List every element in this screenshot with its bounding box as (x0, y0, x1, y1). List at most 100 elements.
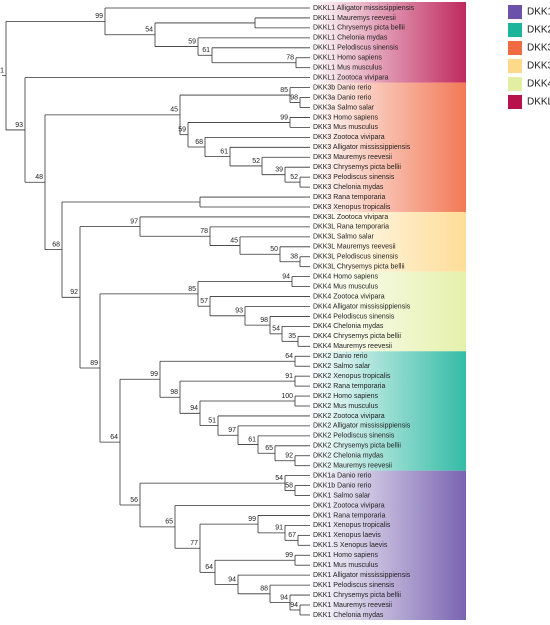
support-value: 78 (286, 55, 294, 62)
leaf-label: DKK3b Danio rerio (313, 84, 371, 91)
support-value: 98 (290, 94, 298, 101)
leaf-label: DKK1 Xenopus laevis (313, 532, 381, 539)
support-value: 92 (285, 453, 293, 460)
legend-swatch (508, 77, 522, 91)
support-value: 56 (130, 497, 138, 504)
leaf-label: DKK3 Xenopus tropicalis (313, 204, 391, 211)
leaf-label: DKK1 Zootoca vivipara (313, 502, 385, 509)
support-value: 85 (188, 286, 196, 293)
support-value: 65 (265, 445, 273, 452)
support-value: 85 (280, 87, 288, 94)
leaf-label: DKK1 Alligator mississippiensis (313, 572, 411, 579)
support-value: 98 (260, 317, 268, 324)
legend-label: DKK4 (527, 79, 550, 90)
leaf-label: DKKL1 Chelonia mydas (313, 35, 388, 42)
support-value: 94 (282, 273, 290, 280)
clade-band (310, 351, 466, 471)
leaf-label: DKK1 Pelodiscus sinensis (313, 582, 395, 589)
support-value: 67 (288, 532, 296, 539)
support-value: 57 (200, 298, 208, 305)
leaf-label: DKK3L Salmo salar (313, 234, 374, 241)
leaf-label: DKK2 Danio rerio (313, 353, 368, 360)
leaf-label: DKK3L Zootoca vivipara (313, 214, 388, 221)
legend-swatch (508, 5, 522, 19)
support-value: 98 (170, 389, 178, 396)
leaf-label: DKK1 Xenopus tropicalis (313, 522, 391, 529)
leaf-label: DKK1 Mauremys reevesii (313, 602, 392, 609)
leaf-label: DKK2 Mauremys reevesii (313, 463, 392, 470)
support-value: 54 (272, 326, 280, 333)
support-value: 61 (202, 47, 210, 54)
leaf-label: DKKL1 Zootoca vivipara (313, 74, 389, 81)
clade-band (310, 2, 466, 83)
support-value: 99 (150, 371, 158, 378)
leaf-label: DKK1 Chrysemys picta bellii (313, 592, 401, 599)
leaf-label: DKK4 Homo sapiens (313, 273, 378, 280)
leaf-label: DKK4 Mauremys reevesii (313, 343, 392, 350)
leaf-label: DKK1 Mus musculus (313, 562, 378, 569)
leaf-label: DKK3L Mauremys reevesii (313, 244, 396, 251)
support-value: 35 (288, 333, 296, 340)
leaf-label: DKK2 Rana temporaria (313, 383, 385, 390)
leaf-label: DKK4 Chelonia mydas (313, 323, 384, 330)
support-value: 64 (110, 434, 118, 441)
leaf-label: DKK2 Chrysemys picta bellii (313, 443, 401, 450)
support-value: 65 (165, 519, 173, 526)
support-value: 99 (285, 552, 293, 559)
legend-label: DKK1 (527, 7, 550, 18)
legend-swatch (508, 23, 522, 37)
leaf-label: DKK3 Alligator mississippiensis (313, 144, 411, 151)
support-value: 77 (190, 540, 198, 547)
support-value: 61 (248, 436, 256, 443)
support-value: 91 (285, 373, 293, 380)
leaf-label: DKK3 Mauremys reevesii (313, 154, 392, 161)
legend-swatch (508, 95, 522, 109)
legend-label: DKK2 (527, 25, 550, 36)
leaf-label: DKK3a Danio rerio (313, 94, 371, 101)
legend-label: DKK3L (527, 61, 550, 72)
legend-label: DKK3 (527, 43, 550, 54)
leaf-label: DKK2 Chelonia mydas (313, 453, 384, 460)
leaf-label: DKK4 Chrysemys picta bellii (313, 333, 401, 340)
support-value: 91 (275, 525, 283, 532)
support-value: 45 (170, 107, 178, 114)
support-value: 45 (230, 237, 238, 244)
leaf-label: DKK4 Pelodiscus sinensis (313, 313, 395, 320)
support-value: 94 (190, 405, 198, 412)
leaf-label: DKKL1 Mauremys reevesii (313, 15, 396, 22)
legend-swatch (508, 41, 522, 55)
leaf-label: DKK3L Chrysemys picta bellii (313, 264, 405, 271)
support-value: 59 (178, 127, 186, 134)
leaf-label: DKKL1 Chrysemys picta bellii (313, 25, 405, 32)
leaf-label: DKK3a Salmo salar (313, 104, 375, 111)
support-value: 100 (281, 393, 293, 400)
support-value: 97 (228, 427, 236, 434)
leaf-label: DKKL1 Mus musculus (313, 65, 382, 72)
support-value: 52 (290, 174, 298, 181)
support-value: 94 (228, 576, 236, 583)
leaf-label: DKK3 Chelonia mydas (313, 184, 384, 191)
support-value: 92 (70, 289, 78, 296)
support-value: 48 (35, 174, 43, 181)
leaf-label: DKK3 Rana temporaria (313, 194, 385, 201)
leaf-label: DKK4 Alligator mississippiensis (313, 303, 411, 310)
support-value: 93 (235, 308, 243, 315)
leaf-label: DKK3 Pelodiscus sinensis (313, 174, 395, 181)
leaf-label: DKK3 Chrysemys picta bellii (313, 164, 401, 171)
support-value: 64 (205, 564, 213, 571)
support-value: 97 (130, 218, 138, 225)
clade-band (310, 271, 466, 352)
support-value: 99 (248, 516, 256, 523)
clade-band (310, 82, 466, 212)
support-value: 99 (95, 13, 103, 20)
leaf-label: DKK3 Zootoca vivipara (313, 134, 385, 141)
leaf-label: DKK2 Mus musculus (313, 403, 378, 410)
leaf-label: DKK4 Zootoca vivipara (313, 293, 385, 300)
support-value: 58 (285, 482, 293, 489)
leaf-label: DKK3 Mus musculus (313, 124, 378, 131)
support-value: 50 (270, 246, 278, 253)
leaf-label: DKK3L Rana temporaria (313, 224, 389, 231)
leaf-label: DKK4 Mus musculus (313, 283, 378, 290)
